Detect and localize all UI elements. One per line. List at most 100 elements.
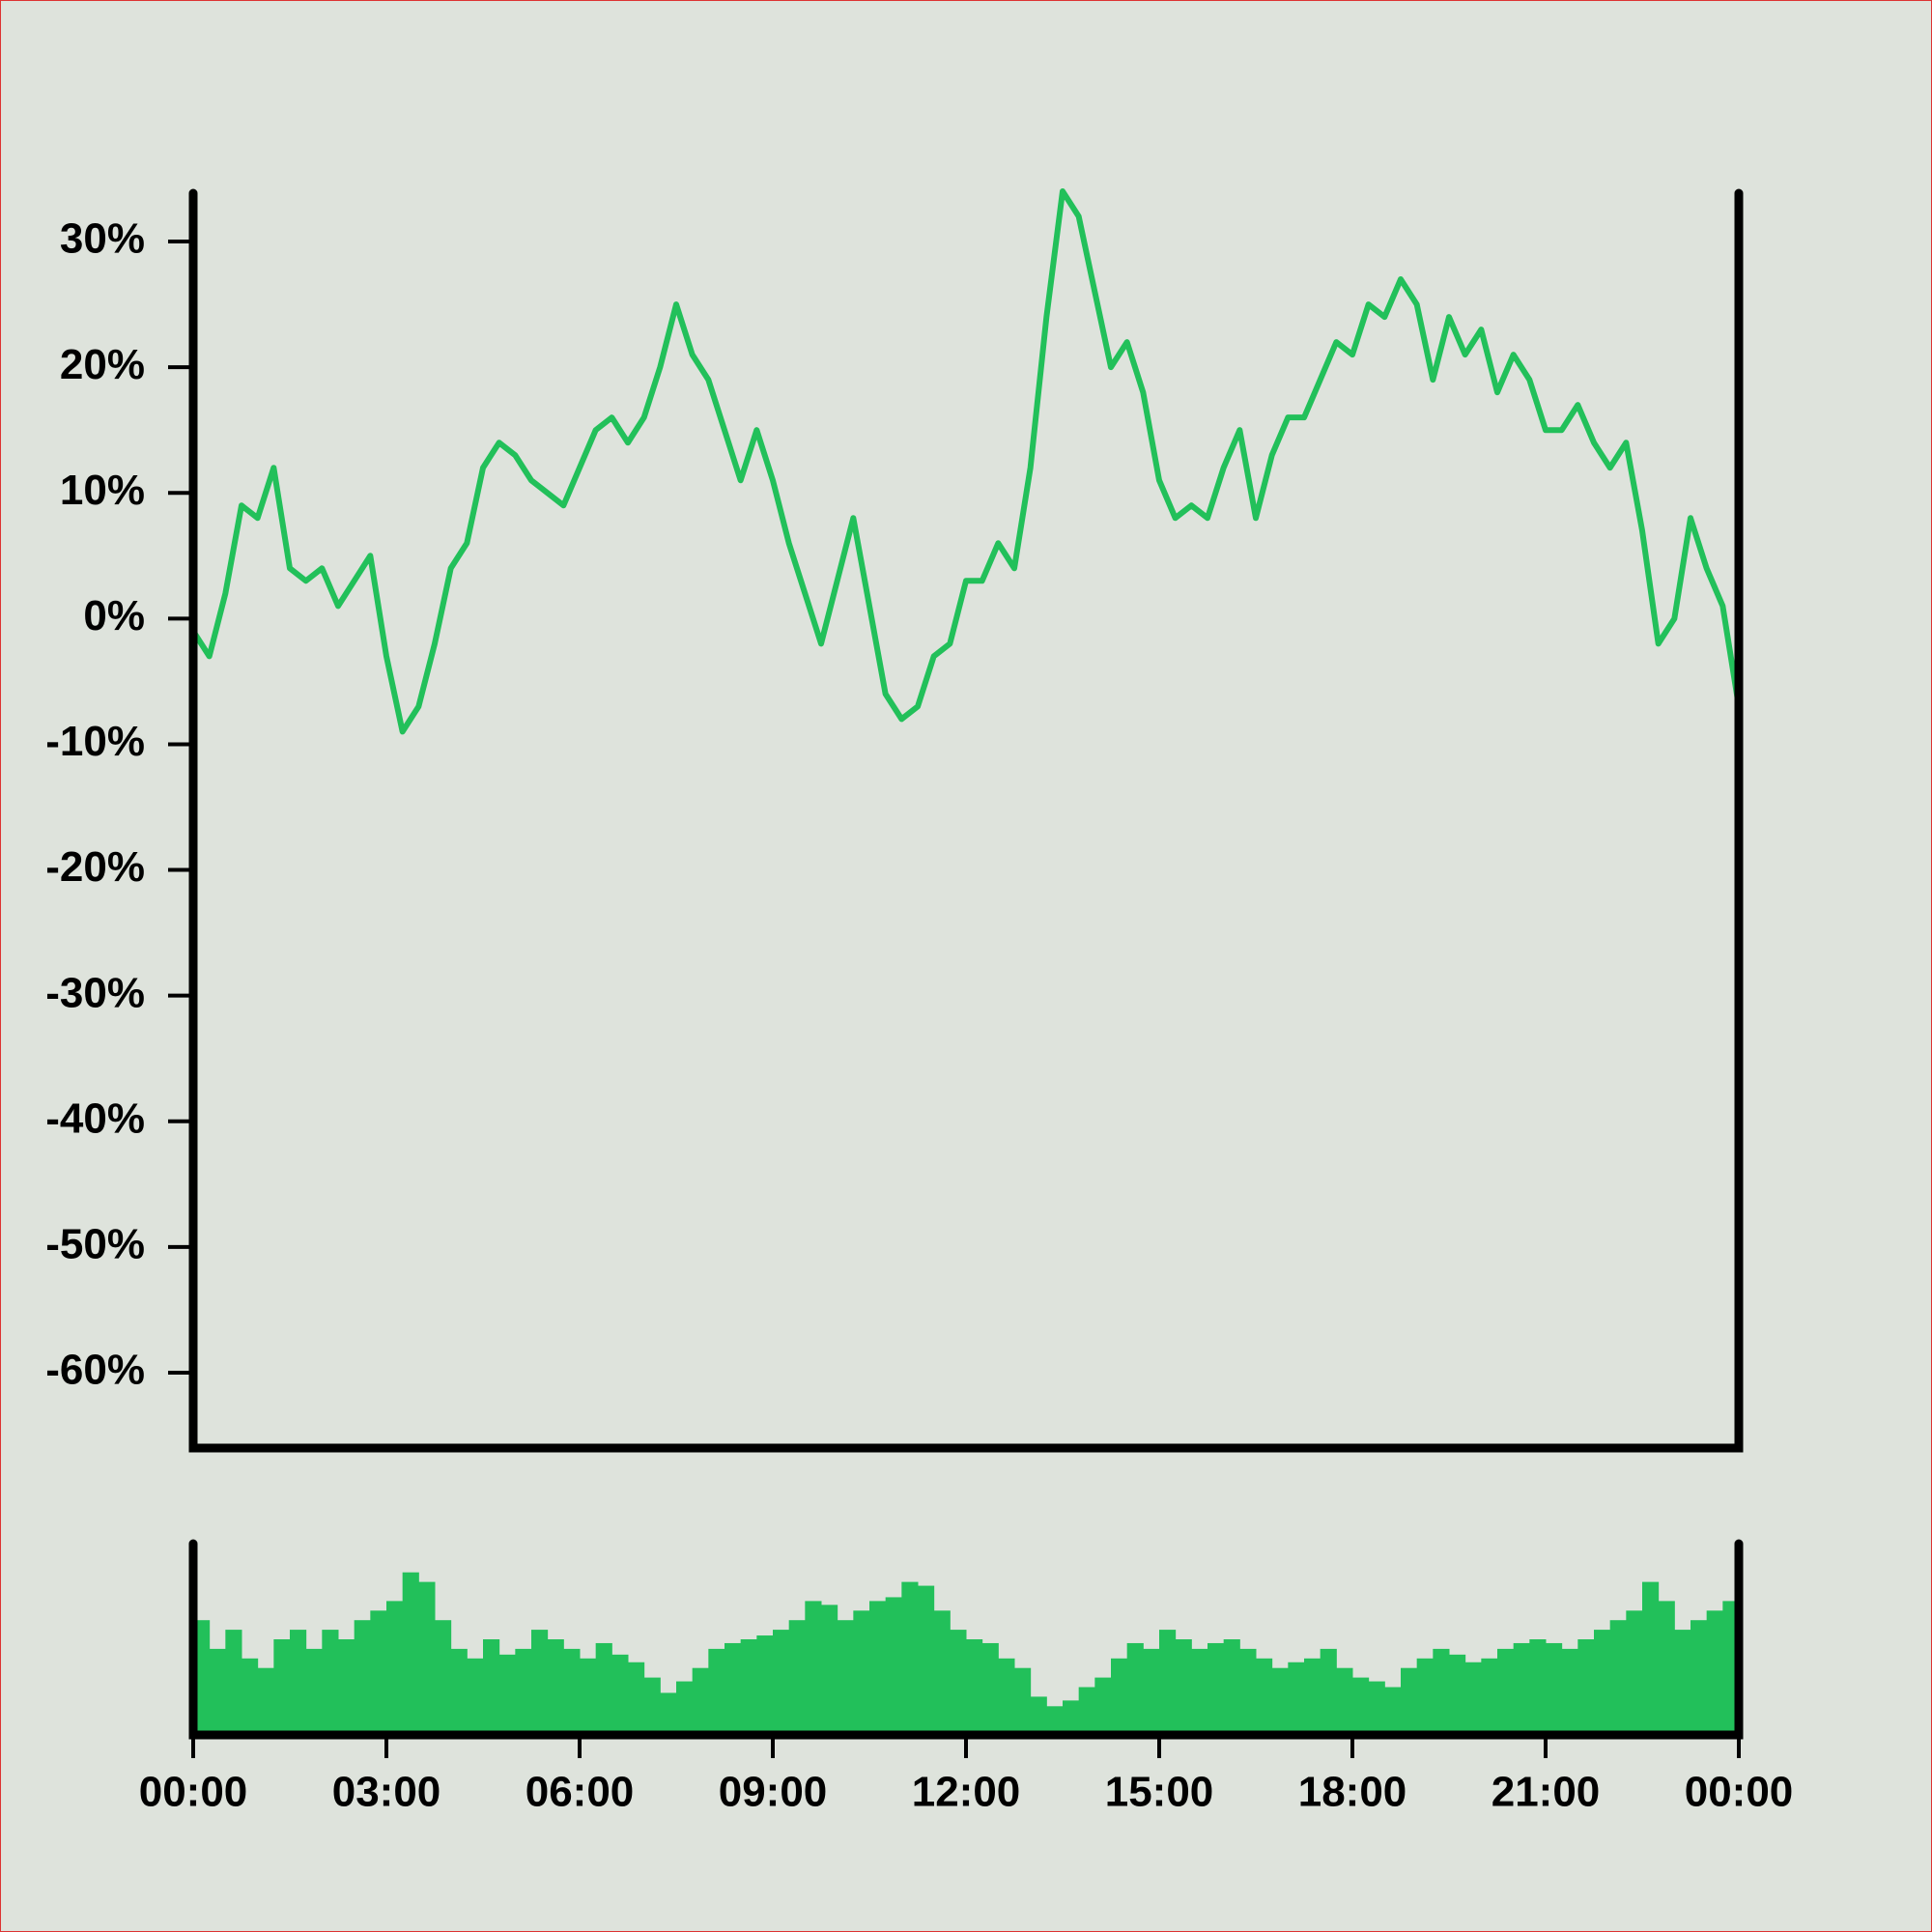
bar xyxy=(1384,1687,1402,1735)
bar xyxy=(1513,1642,1530,1735)
bar xyxy=(450,1648,468,1735)
y-tick-label: 20% xyxy=(60,341,145,388)
bar xyxy=(1239,1648,1257,1735)
bar xyxy=(483,1639,500,1735)
bar xyxy=(1208,1642,1225,1735)
bar xyxy=(773,1630,790,1735)
bar xyxy=(1143,1648,1160,1735)
bar xyxy=(290,1630,307,1735)
bar xyxy=(1416,1658,1434,1735)
bar xyxy=(660,1692,677,1735)
bar xyxy=(837,1620,854,1735)
bar xyxy=(209,1648,226,1735)
bar xyxy=(933,1610,951,1735)
bar xyxy=(1464,1662,1482,1735)
bar xyxy=(1175,1639,1192,1735)
bar xyxy=(628,1662,645,1735)
bar xyxy=(1256,1658,1273,1735)
bar xyxy=(692,1667,709,1735)
line xyxy=(190,188,1742,735)
bar xyxy=(981,1642,999,1735)
bar xyxy=(1449,1654,1466,1735)
bar xyxy=(1352,1677,1370,1735)
bar xyxy=(563,1648,581,1735)
bar xyxy=(1481,1658,1498,1735)
bar xyxy=(1690,1620,1708,1735)
bar xyxy=(257,1667,274,1735)
top-frame xyxy=(188,188,1744,1453)
bar xyxy=(676,1681,694,1735)
bar xyxy=(643,1677,661,1735)
bar xyxy=(1336,1667,1353,1735)
x-tick-label: 06:00 xyxy=(526,1769,635,1816)
bar xyxy=(467,1658,484,1735)
bar xyxy=(1561,1648,1578,1735)
bar xyxy=(402,1572,419,1735)
bar xyxy=(918,1585,935,1735)
y-tick-label: 30% xyxy=(60,215,145,263)
bar xyxy=(756,1635,774,1735)
x-tick-label: 03:00 xyxy=(332,1769,441,1816)
bar xyxy=(580,1658,597,1735)
x-tick-label: 00:00 xyxy=(139,1769,248,1816)
y-tick-label: -60% xyxy=(45,1347,145,1394)
bar xyxy=(1126,1642,1144,1735)
bar xyxy=(242,1658,259,1735)
y-tick-label: 10% xyxy=(60,467,145,514)
bar xyxy=(1706,1610,1723,1735)
y-tick-label: -50% xyxy=(45,1220,145,1267)
x-tick-label: 21:00 xyxy=(1492,1769,1601,1816)
x-tick-label: 15:00 xyxy=(1105,1769,1214,1816)
bar xyxy=(1288,1662,1305,1735)
bar xyxy=(1046,1706,1064,1735)
bar xyxy=(998,1658,1015,1735)
bar xyxy=(1063,1700,1080,1735)
bar xyxy=(418,1581,436,1735)
bar xyxy=(1320,1648,1337,1735)
bar xyxy=(1609,1620,1627,1735)
y-tick-label: 0% xyxy=(83,592,145,639)
bar xyxy=(1191,1648,1208,1735)
bar xyxy=(595,1642,612,1735)
x-tick-label: 09:00 xyxy=(719,1769,828,1816)
bar xyxy=(370,1610,387,1735)
bar xyxy=(1658,1601,1675,1735)
x-tick-label: 12:00 xyxy=(912,1769,1021,1816)
bar xyxy=(1368,1681,1385,1735)
bar xyxy=(225,1630,242,1735)
bar xyxy=(1577,1639,1595,1735)
bar xyxy=(724,1642,742,1735)
plots xyxy=(190,188,1742,1735)
bar xyxy=(273,1639,291,1735)
y-tick-label: -20% xyxy=(45,843,145,891)
bar xyxy=(950,1630,967,1735)
bar xyxy=(1030,1696,1047,1735)
bar xyxy=(966,1639,983,1735)
bar xyxy=(821,1605,838,1735)
bar xyxy=(1111,1658,1128,1735)
bar xyxy=(547,1639,564,1735)
bar xyxy=(338,1639,355,1735)
y-tick-label: -30% xyxy=(45,969,145,1016)
bar xyxy=(901,1581,919,1735)
bar xyxy=(354,1620,371,1735)
bar xyxy=(1626,1610,1643,1735)
bar xyxy=(853,1610,870,1735)
bar xyxy=(805,1601,822,1735)
bar xyxy=(1497,1648,1515,1735)
bar xyxy=(1223,1639,1240,1735)
x-tick-label: 18:00 xyxy=(1298,1769,1407,1816)
bar xyxy=(1546,1642,1563,1735)
bar xyxy=(740,1639,757,1735)
bar xyxy=(1014,1667,1032,1735)
y-tick-label: -10% xyxy=(45,718,145,765)
bar xyxy=(1594,1630,1611,1735)
bar xyxy=(1159,1630,1177,1735)
bar xyxy=(531,1630,549,1735)
bar xyxy=(1078,1687,1095,1735)
bar xyxy=(1529,1639,1547,1735)
bar xyxy=(788,1620,806,1735)
bar xyxy=(1304,1658,1321,1735)
